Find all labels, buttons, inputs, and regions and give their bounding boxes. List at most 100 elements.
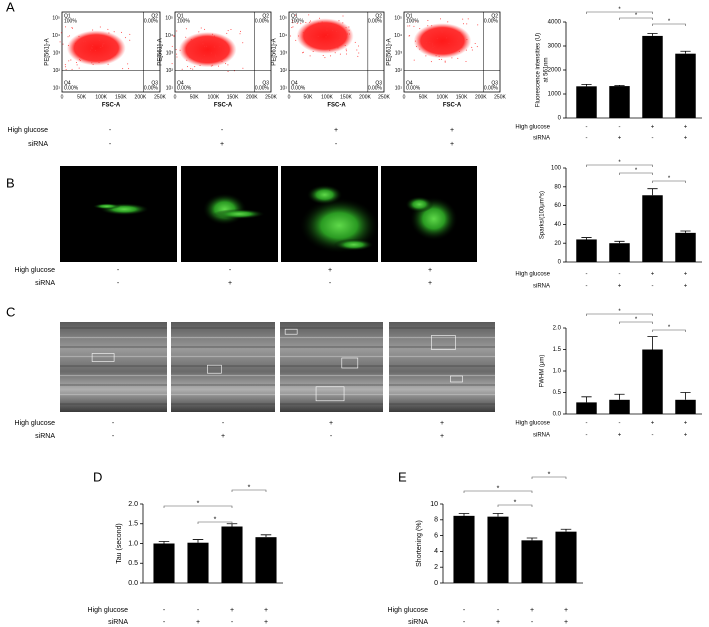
event-dot xyxy=(447,21,449,23)
significance-bracket xyxy=(619,172,653,175)
event-dot xyxy=(176,53,178,55)
event-dot xyxy=(466,39,468,41)
significance-label: * xyxy=(635,13,638,19)
x-tick-label: 250K xyxy=(265,94,277,100)
line-scan-image xyxy=(171,322,275,412)
x-tick-label: 0 xyxy=(61,94,64,100)
event-dot xyxy=(84,40,86,42)
y-tick-label: 20 xyxy=(554,241,561,247)
event-dot xyxy=(109,57,111,59)
significance-label: * xyxy=(618,7,621,13)
bar xyxy=(487,516,509,583)
significance-label: * xyxy=(197,500,200,507)
event-dot xyxy=(224,41,226,43)
condition-sign: - xyxy=(330,433,333,440)
event-dot xyxy=(225,63,227,65)
event-dot xyxy=(78,59,80,61)
event-dot xyxy=(67,45,69,47)
condition-sign: - xyxy=(463,619,466,626)
event-dot xyxy=(173,34,175,36)
x-axis-label: FSC-A xyxy=(443,103,462,109)
y-tick-label: 10⁵ xyxy=(394,15,402,21)
condition-sign: - xyxy=(652,136,654,142)
y-tick-label: 10³ xyxy=(166,50,174,56)
condition-sign: - xyxy=(117,280,120,287)
event-dot xyxy=(357,45,359,47)
significance-label: * xyxy=(214,516,217,523)
roi-box xyxy=(284,328,298,335)
y-tick-label: 1000 xyxy=(548,92,562,98)
error-bar xyxy=(581,396,592,403)
y-axis-label: Tau (second) xyxy=(116,523,123,563)
event-dot xyxy=(407,25,409,27)
event-dot xyxy=(111,56,113,58)
event-dot xyxy=(95,35,97,37)
event-dot xyxy=(317,35,319,37)
y-tick-label: 10⁴ xyxy=(279,33,287,39)
event-dot xyxy=(416,46,418,48)
event-cloud xyxy=(413,23,472,59)
quadrant-name: Q2 xyxy=(151,13,158,19)
significance-bracket xyxy=(652,329,686,332)
y-tick-label: 10⁴ xyxy=(165,33,173,39)
y-tick-label: 10 xyxy=(430,501,438,508)
event-dot xyxy=(305,21,307,23)
quadrant-name: Q1 xyxy=(291,13,298,19)
event-dot xyxy=(441,30,443,32)
condition-label: siRNA xyxy=(108,619,128,626)
x-tick-label: 0 xyxy=(288,94,291,100)
y-tick-label: 8 xyxy=(434,517,438,524)
event-dot xyxy=(321,21,323,23)
event-dot xyxy=(175,49,177,51)
event-dot xyxy=(129,33,131,35)
event-dot xyxy=(99,26,101,28)
error-bar xyxy=(680,50,691,54)
event-dot xyxy=(339,43,341,45)
event-dot xyxy=(290,35,292,37)
event-dot xyxy=(202,39,204,41)
event-dot xyxy=(465,61,467,63)
event-cloud xyxy=(178,31,237,68)
bar xyxy=(221,526,243,583)
y-tick-label: 10¹ xyxy=(166,85,174,91)
quadrant-name: Q3 xyxy=(375,80,382,86)
significance-bracket xyxy=(619,321,653,324)
bar xyxy=(555,531,577,583)
bar xyxy=(255,537,277,583)
error-bar xyxy=(560,528,572,532)
event-dot xyxy=(203,54,205,56)
event-dot xyxy=(339,53,341,55)
event-dot xyxy=(462,18,464,20)
event-dot xyxy=(122,68,124,70)
event-dot xyxy=(291,27,293,29)
error-bar xyxy=(226,523,238,527)
quadrant-percent: 0.00% xyxy=(368,18,383,24)
condition-sign: - xyxy=(652,284,654,290)
condition-sign: + xyxy=(564,619,568,626)
panel-label: C xyxy=(6,304,15,319)
condition-sign: - xyxy=(109,127,112,134)
condition-label: siRNA xyxy=(35,280,55,287)
quadrant-name: Q4 xyxy=(406,80,413,86)
condition-sign: - xyxy=(163,607,166,614)
event-dot xyxy=(425,32,427,34)
event-dot xyxy=(458,50,460,52)
condition-sign: - xyxy=(221,127,224,134)
x-tick-label: 200K xyxy=(135,94,147,100)
line-scan-image xyxy=(280,322,383,412)
event-dot xyxy=(103,43,105,45)
error-bar xyxy=(581,84,592,87)
event-dot xyxy=(60,32,62,34)
condition-sign: - xyxy=(231,619,234,626)
significance-label: * xyxy=(514,499,517,506)
condition-sign: + xyxy=(329,420,333,427)
event-dot xyxy=(326,26,328,28)
event-dot xyxy=(78,35,80,37)
event-dot xyxy=(113,53,115,55)
condition-sign: - xyxy=(652,433,654,439)
event-dot xyxy=(413,25,415,27)
event-dot xyxy=(226,32,228,34)
event-dot xyxy=(204,28,206,30)
event-dot xyxy=(199,65,201,67)
bar xyxy=(187,542,209,583)
